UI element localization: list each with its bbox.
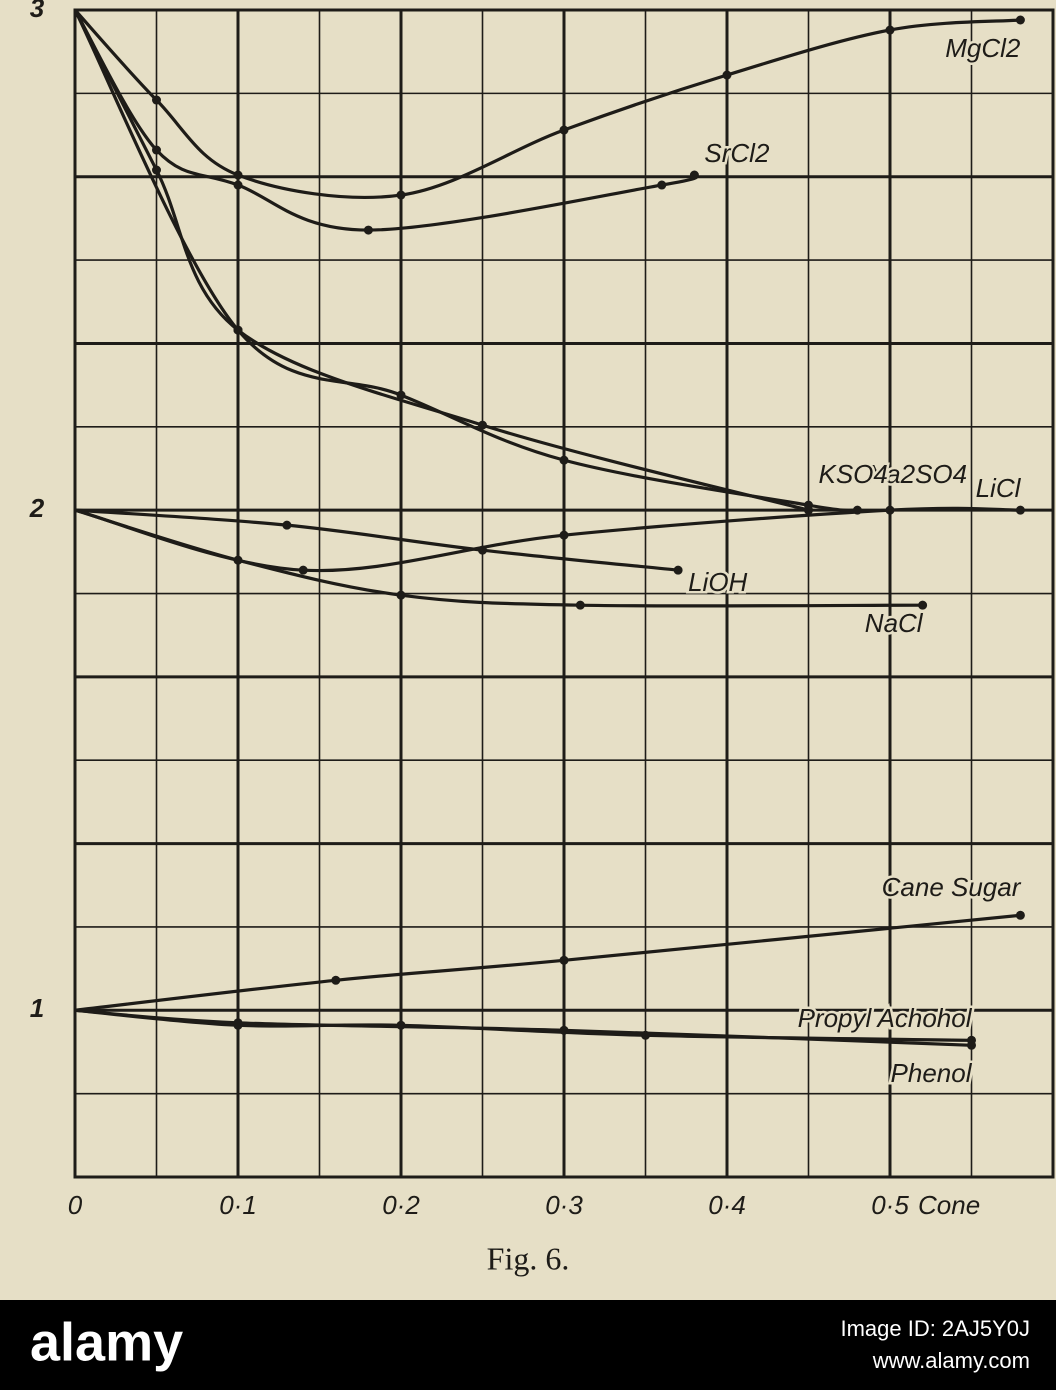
- data-point: [967, 1040, 976, 1050]
- data-point: [559, 530, 569, 540]
- data-point: [559, 1025, 569, 1035]
- data-point: [152, 95, 161, 105]
- data-point: [363, 225, 373, 235]
- series-label: Propyl Achohol: [798, 1003, 973, 1033]
- series-label: LiOH: [688, 567, 747, 597]
- series-label: Cane Sugar: [882, 872, 1022, 902]
- series-label: Phenol: [891, 1058, 973, 1088]
- y-tick-label: 2: [29, 493, 45, 523]
- x-tick-label: 0·3: [545, 1190, 583, 1220]
- data-point: [396, 190, 406, 200]
- watermark-url: www.alamy.com: [872, 1348, 1030, 1373]
- series-line: [74, 913, 1021, 1012]
- data-point: [1015, 15, 1025, 25]
- data-point: [152, 145, 161, 155]
- x-tick-label: 0·4: [708, 1190, 746, 1220]
- series-line: [74, 508, 923, 608]
- data-point: [559, 455, 569, 465]
- data-point: [282, 520, 292, 530]
- x-tick-label: 0: [68, 1190, 83, 1220]
- data-point: [559, 955, 569, 965]
- data-point: [233, 170, 243, 180]
- data-point: [918, 600, 928, 610]
- x-tick-label: 0·5: [871, 1190, 909, 1220]
- series-label: NaCl: [865, 608, 924, 638]
- watermark-bar: [0, 1300, 1056, 1390]
- data-point: [233, 180, 243, 190]
- data-point: [233, 325, 243, 335]
- caption: Fig. 6.: [487, 1240, 570, 1276]
- series-label: KSO4: [819, 459, 888, 489]
- series-line: [73, 9, 809, 512]
- data-point: [152, 165, 161, 175]
- data-point: [233, 1018, 243, 1028]
- series-label: Na2SO4: [867, 459, 967, 489]
- data-point: [689, 170, 699, 180]
- data-point: [885, 505, 895, 515]
- x-axis-label: Cone: [918, 1190, 980, 1220]
- data-point: [657, 180, 667, 190]
- data-point: [233, 555, 243, 565]
- series-line: [73, 9, 858, 513]
- data-point: [559, 125, 569, 135]
- data-point: [396, 590, 406, 600]
- y-tick-label: 3: [30, 0, 45, 23]
- x-tick-label: 0·2: [382, 1190, 420, 1220]
- data-point: [298, 565, 308, 575]
- series-line: [73, 8, 1021, 199]
- series-label: SrCl2: [704, 138, 770, 168]
- y-tick-label: 1: [30, 993, 44, 1023]
- series-line: [74, 1008, 972, 1047]
- series-label: LiCl: [976, 473, 1022, 503]
- data-point: [673, 565, 683, 575]
- data-point: [722, 70, 732, 80]
- data-point: [1015, 505, 1025, 515]
- data-point: [1015, 910, 1025, 920]
- x-tick-label: 0·1: [219, 1190, 257, 1220]
- data-point: [885, 25, 895, 35]
- series-label: MgCl2: [945, 33, 1021, 63]
- data-point: [396, 390, 406, 400]
- plot-frame: [73, 8, 1055, 1179]
- watermark-brand: alamy: [30, 1312, 183, 1372]
- data-point: [331, 975, 341, 985]
- series-line: [74, 508, 679, 572]
- watermark-id: Image ID: 2AJ5Y0J: [840, 1316, 1030, 1341]
- data-point: [478, 420, 487, 430]
- data-point: [478, 545, 487, 555]
- data-point: [804, 505, 813, 515]
- data-point: [575, 600, 585, 610]
